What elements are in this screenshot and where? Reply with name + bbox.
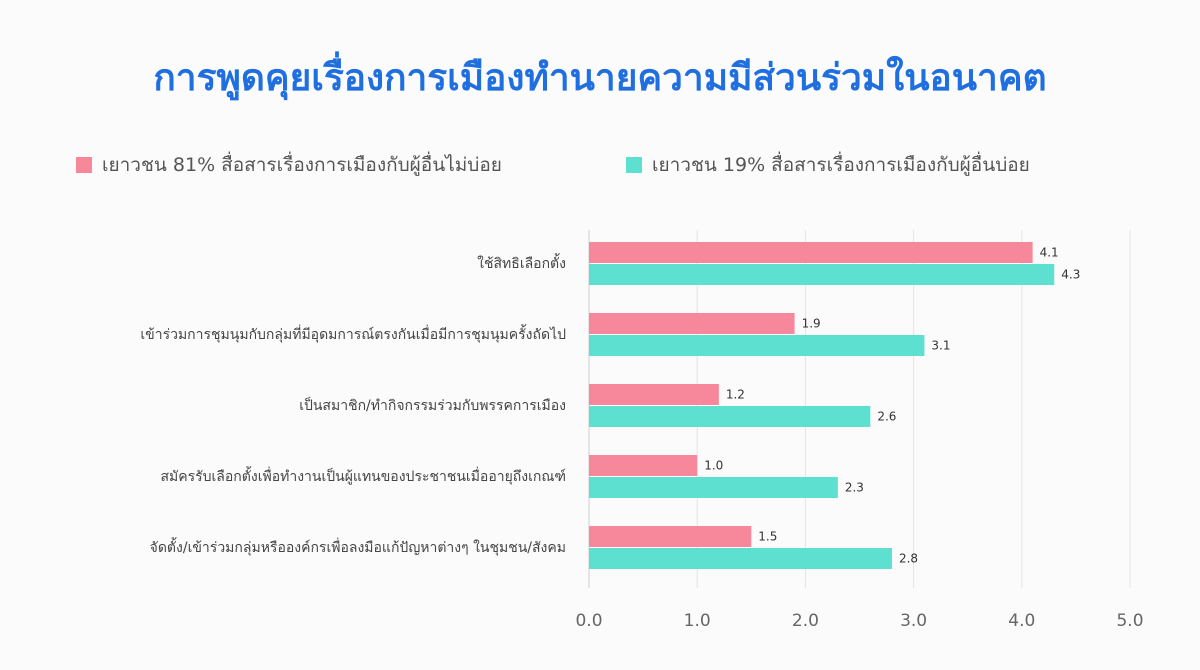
chart-legend: เยาวชน 81% สื่อสารเรื่องการเมืองกับผู้อื… (0, 150, 1200, 180)
x-tick-label: 5.0 (1116, 611, 1143, 631)
value-label: 1.2 (726, 388, 745, 402)
x-tick-label: 3.0 (900, 611, 927, 631)
value-label: 1.9 (802, 317, 821, 331)
value-label: 4.1 (1040, 246, 1059, 260)
value-label: 2.3 (845, 481, 864, 495)
bar-series-1 (589, 455, 698, 476)
legend-label-series-1: เยาวชน 81% สื่อสารเรื่องการเมืองกับผู้อื… (102, 154, 502, 176)
category-label: เป็นสมาชิก/ทำกิจกรรมร่วมกับพรรคการเมือง (299, 396, 566, 414)
bar-series-2 (589, 406, 871, 427)
value-label: 2.6 (877, 410, 896, 424)
value-label: 3.1 (931, 339, 950, 353)
bar-series-2 (589, 548, 892, 569)
x-tick-label: 4.0 (1008, 611, 1035, 631)
legend-item-series-2: เยาวชน 19% สื่อสารเรื่องการเมืองกับผู้อื… (626, 150, 1030, 180)
value-label: 1.5 (758, 530, 777, 544)
value-label: 1.0 (704, 459, 723, 473)
bar-series-2 (589, 335, 925, 356)
legend-swatch-series-2 (626, 157, 642, 173)
chart-title: การพูดคุยเรื่องการเมืองทำนายความมีส่วนร่… (153, 56, 1047, 99)
category-label: เข้าร่วมการชุมนุมกับกลุ่มที่มีอุดมการณ์ต… (140, 324, 566, 343)
bar-series-2 (589, 477, 838, 498)
category-label: สมัครรับเลือกตั้งเพื่อทำงานเป็นผู้แทนของ… (160, 466, 566, 485)
category-label: ใช้สิทธิเลือกตั้ง (477, 253, 566, 272)
legend-item-series-1: เยาวชน 81% สื่อสารเรื่องการเมืองกับผู้อื… (76, 150, 502, 180)
x-tick-label: 1.0 (684, 611, 711, 631)
x-tick-label: 2.0 (792, 611, 819, 631)
bar-series-1 (589, 384, 719, 405)
legend-label-series-2: เยาวชน 19% สื่อสารเรื่องการเมืองกับผู้อื… (652, 154, 1030, 176)
bar-series-1 (589, 313, 795, 334)
value-label: 2.8 (899, 552, 918, 566)
bar-series-2 (589, 264, 1055, 285)
legend-swatch-series-1 (76, 157, 92, 173)
bar-series-1 (589, 526, 752, 547)
bar-series-1 (589, 242, 1033, 263)
category-label: จัดตั้ง/เข้าร่วมกลุ่มหรือองค์กรเพื่อลงมื… (150, 537, 566, 556)
value-label: 4.3 (1061, 268, 1080, 282)
x-tick-label: 0.0 (575, 611, 602, 631)
